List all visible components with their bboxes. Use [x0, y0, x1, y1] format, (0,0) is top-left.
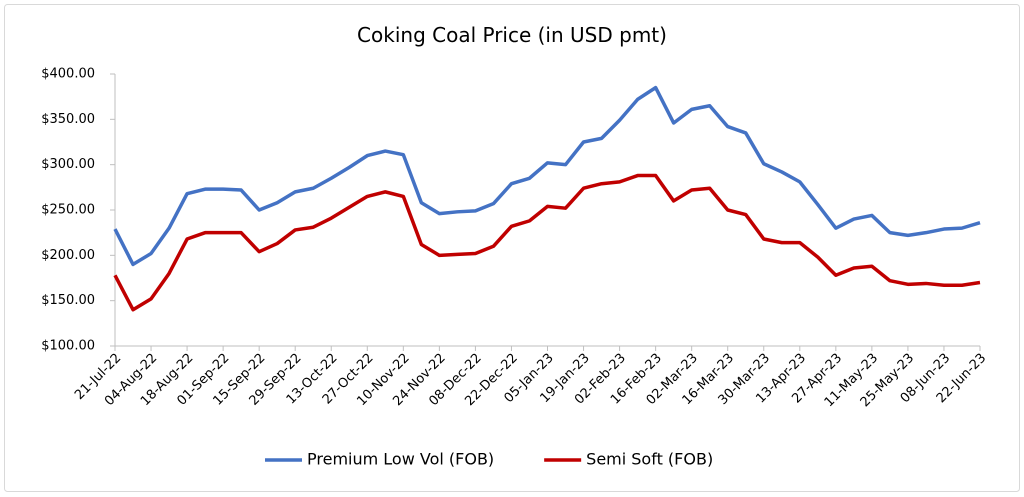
y-tick-label: $200.00	[41, 248, 95, 263]
y-tick-label: $150.00	[41, 293, 95, 308]
legend-label: Semi Soft (FOB)	[586, 450, 713, 469]
y-tick-label: $100.00	[41, 339, 95, 354]
y-tick-label: $350.00	[41, 112, 95, 127]
series-line	[113, 173, 981, 312]
legend-label: Premium Low Vol (FOB)	[307, 450, 494, 469]
chart-frame	[4, 4, 1020, 492]
y-tick-label: $300.00	[41, 157, 95, 172]
chart-title: Coking Coal Price (in USD pmt)	[357, 23, 667, 47]
y-tick-label: $400.00	[41, 67, 95, 82]
y-tick-label: $250.00	[41, 203, 95, 218]
series-line	[113, 85, 981, 267]
